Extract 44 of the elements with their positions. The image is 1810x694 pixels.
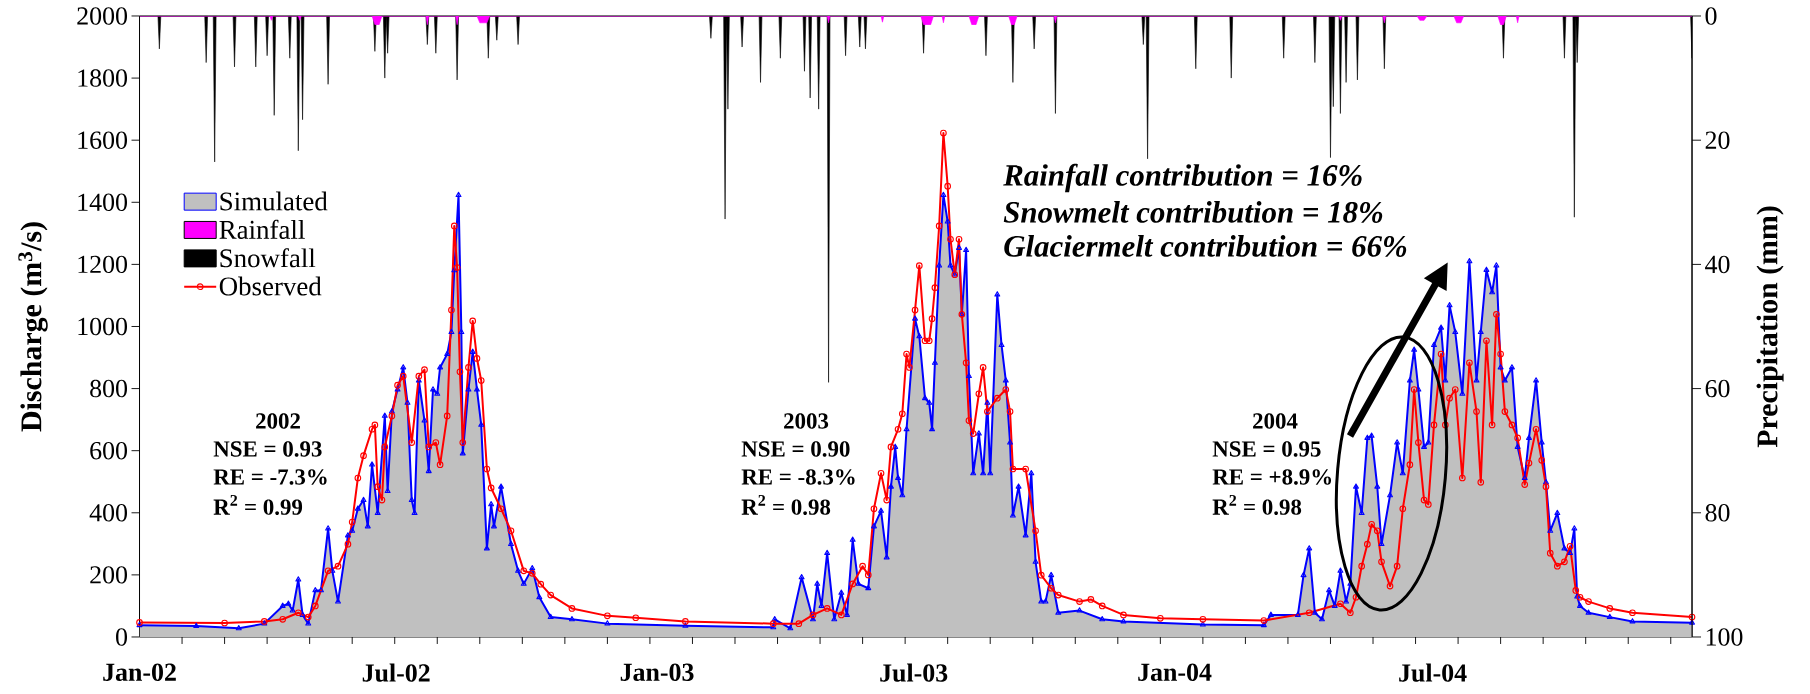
annotation: R$^{2}$ = 0.98 <box>1212 495 1302 515</box>
x-tick-label: Jan-03 <box>620 663 694 681</box>
annotation: NSE = 0.90 <box>741 441 850 457</box>
y-tick-label: 1200 <box>78 255 128 274</box>
legend-label: Observed <box>219 276 322 296</box>
annotation: NSE = 0.93 <box>213 441 322 457</box>
annotation: Snowmelt contribution = 18% <box>1003 201 1383 223</box>
x-tick-label: Jul-04 <box>1399 663 1467 682</box>
annotation: R$^{2}$ = 0.99 <box>213 495 303 515</box>
annotation: 2004 <box>1253 413 1298 429</box>
y-tick-label: 800 <box>90 379 128 398</box>
annotation: RE = -7.3% <box>213 469 327 485</box>
y-axis-title: Discharge (m$^{3}$/s) <box>18 222 48 432</box>
x-tick-label: Jul-02 <box>362 663 430 682</box>
annotation: RE = -8.3% <box>741 469 855 485</box>
y2-axis-title: Precipitation (mm) <box>1756 206 1784 448</box>
annotation: R$^{2}$ = 0.98 <box>741 495 831 515</box>
x-tick-label: Jan-04 <box>1138 663 1212 681</box>
y-tick-label: 1400 <box>78 193 128 212</box>
annotation: RE = +8.9% <box>1212 469 1332 485</box>
y2-tick-label: 100 <box>1706 628 1743 646</box>
annotation: 2003 <box>784 413 829 429</box>
y-tick-label: 1800 <box>78 69 128 87</box>
y-tick-label: 600 <box>90 441 128 460</box>
y-tick-label: 2000 <box>77 7 128 25</box>
annotation: NSE = 0.95 <box>1212 441 1321 457</box>
y2-tick-label: 80 <box>1705 504 1730 522</box>
annotation: 2002 <box>256 413 300 429</box>
y2-tick-label: 40 <box>1705 255 1730 274</box>
y-tick-label: 200 <box>90 566 128 584</box>
y2-tick-label: 20 <box>1705 131 1730 149</box>
annotation: Glaciermelt contribution = 66% <box>1004 235 1407 257</box>
y-tick-label: 1000 <box>78 317 128 336</box>
y2-tick-label: 0 <box>1705 7 1717 25</box>
y-tick-label: 400 <box>89 504 128 522</box>
legend-label: Simulated <box>220 191 328 211</box>
legend-label: Rainfall <box>219 219 305 239</box>
annotation: Rainfall contribution = 16% <box>1003 163 1362 193</box>
y-tick-label: 1600 <box>78 131 128 149</box>
legend-label: Snowfall <box>220 248 316 268</box>
x-tick-label: Jul-03 <box>880 663 948 682</box>
y2-tick-label: 60 <box>1705 379 1730 398</box>
y-tick-label: 0 <box>116 628 128 646</box>
x-tick-label: Jan-02 <box>103 663 176 681</box>
